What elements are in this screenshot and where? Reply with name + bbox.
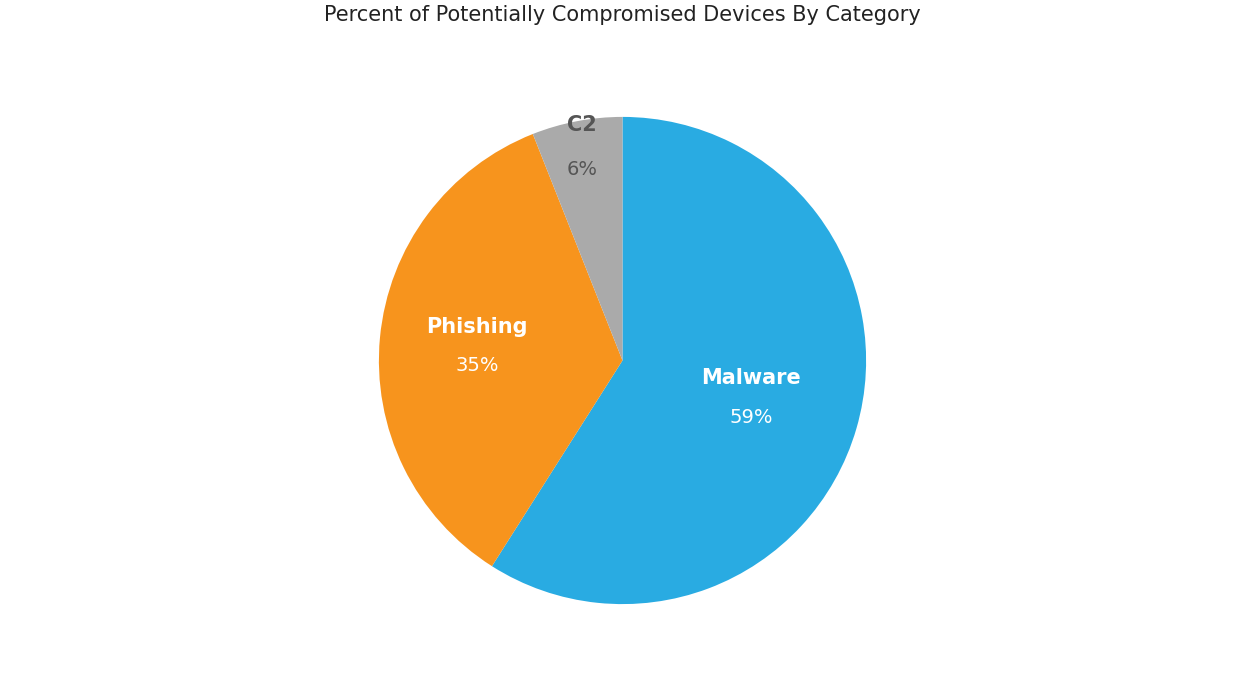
Text: Phishing: Phishing [426,317,528,337]
Text: Malware: Malware [701,368,801,388]
Text: 6%: 6% [566,160,598,178]
Wedge shape [492,117,867,604]
Wedge shape [533,117,622,360]
Text: C2: C2 [568,116,598,135]
Text: 35%: 35% [456,356,499,375]
Wedge shape [378,134,622,566]
Text: 59%: 59% [730,407,773,426]
Title: Percent of Potentially Compromised Devices By Category: Percent of Potentially Compromised Devic… [324,6,921,25]
